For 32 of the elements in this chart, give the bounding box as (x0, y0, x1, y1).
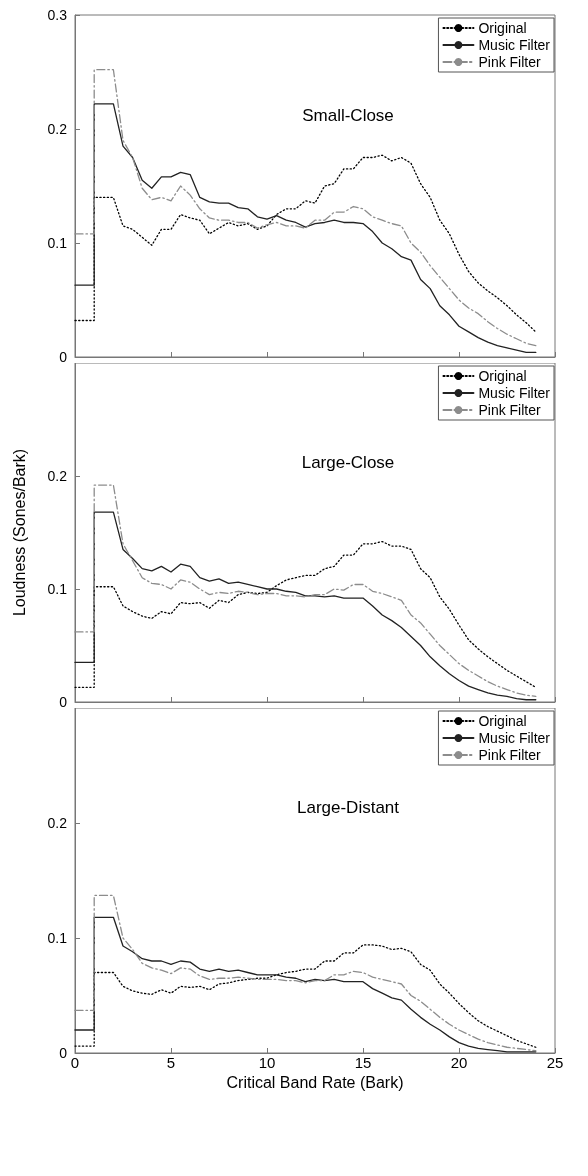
legend-label: Original (478, 20, 527, 36)
y-tick-label: 0 (59, 694, 68, 710)
legend-label: Pink Filter (478, 402, 542, 418)
x-tick-label: 10 (258, 1054, 276, 1071)
y-tick-label: 0.2 (47, 468, 68, 484)
y-tick-label: 0.1 (47, 581, 68, 597)
line-series (74, 154, 537, 333)
y-tick-label: 0.2 (47, 121, 68, 137)
y-tick-label: 0.2 (47, 815, 68, 831)
line-series (74, 540, 537, 688)
y-tick-label: 0 (59, 349, 68, 365)
x-tick-label: 20 (450, 1054, 468, 1071)
legend-label: Music Filter (478, 730, 551, 746)
legend-label: Original (478, 713, 527, 729)
x-axis-title: Critical Band Rate (Bark) (226, 1074, 404, 1092)
y-tick-label: 0.1 (47, 930, 68, 946)
text: Large-Close (301, 453, 395, 473)
x-tick-label: 0 (70, 1054, 80, 1071)
legend-label: Music Filter (478, 385, 551, 401)
line-series (74, 944, 537, 1048)
legend-label: Music Filter (478, 37, 551, 53)
legend-label: Pink Filter (478, 747, 542, 763)
x-tick-label: 25 (546, 1054, 564, 1071)
text: Small-Close (302, 106, 394, 125)
legend-label: Pink Filter (478, 54, 542, 70)
y-tick-label: 0.3 (47, 7, 68, 23)
text: Large-Distant (296, 798, 400, 818)
y-axis-title: Loudness (Sones/Bark) (10, 448, 28, 617)
x-tick-label: 5 (166, 1054, 176, 1071)
x-tick-label: 15 (354, 1054, 372, 1071)
legend-label: Original (478, 368, 527, 384)
y-tick-label: 0.1 (47, 235, 68, 251)
